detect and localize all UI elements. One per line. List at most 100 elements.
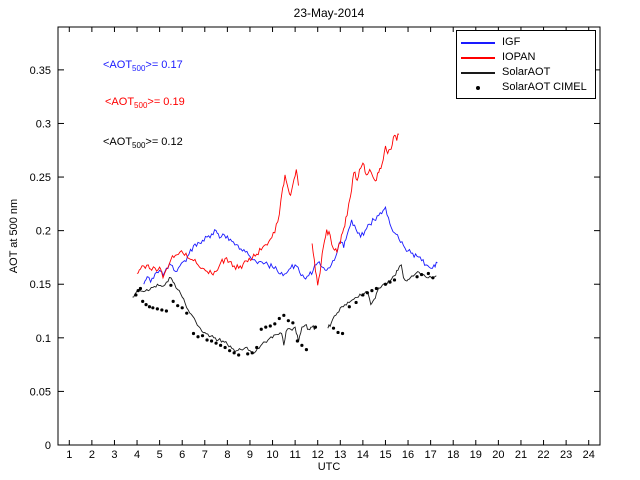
- solaraot-cimel-point: [196, 335, 200, 339]
- solaraot-cimel-point: [138, 286, 143, 291]
- solaraot-cimel-point: [347, 305, 351, 309]
- x-tick-label: 14: [357, 449, 369, 461]
- solaraot-cimel-point: [426, 271, 430, 276]
- y-tick-label: 0.05: [30, 386, 51, 398]
- solaraot-cimel-point: [134, 293, 138, 297]
- solaraot-cimel-point: [219, 343, 223, 347]
- x-tick-label: 2: [89, 449, 95, 461]
- y-tick-label: 0.1: [36, 333, 51, 345]
- solaraot-cimel-point: [246, 352, 250, 356]
- x-tick-label: 24: [583, 449, 595, 461]
- annotation-text: <AOT: [103, 59, 133, 71]
- y-tick-label: 0: [45, 440, 51, 452]
- annotation-text: >= 0.17: [145, 59, 183, 71]
- solaraot-cimel-point: [228, 349, 232, 353]
- solaraot-cimel-point: [415, 275, 419, 279]
- solaraot-cimel-point: [169, 283, 173, 287]
- solaraot-cimel-point: [340, 331, 345, 336]
- solaraot-cimel-point: [336, 330, 340, 335]
- solaraot-cimel-point: [392, 278, 397, 282]
- x-tick-label: 9: [247, 449, 253, 461]
- solaraot-cimel-point: [209, 339, 214, 343]
- y-tick-label: 0.2: [36, 226, 51, 238]
- solaraot-cimel-dot-sample: [476, 85, 480, 90]
- legend-label-iopan: IOPAN: [502, 51, 536, 63]
- x-tick-label: 12: [312, 449, 324, 461]
- x-tick-label: 10: [266, 449, 278, 461]
- igf-line-sample: [461, 41, 495, 44]
- solaraot-cimel-point: [354, 300, 358, 305]
- solaraot-cimel-point: [136, 289, 140, 293]
- x-tick-label: 6: [179, 449, 185, 461]
- x-tick-label: 23: [560, 449, 572, 461]
- x-tick-label: 16: [402, 449, 414, 461]
- solaraot-cimel-point: [250, 351, 254, 355]
- solaraot-cimel-point: [155, 307, 159, 311]
- solaraot-cimel-point: [286, 319, 290, 323]
- x-tick-label: 7: [202, 449, 208, 461]
- annotation-text: >= 0.12: [145, 136, 183, 148]
- solaraot-cimel-point: [361, 293, 365, 297]
- annotation-text: >= 0.19: [147, 96, 185, 108]
- x-tick-label: 15: [379, 449, 391, 461]
- solaraot-cimel-point: [144, 302, 148, 307]
- solaraot-cimel-point: [237, 353, 241, 357]
- solaraot-cimel-point: [185, 311, 189, 315]
- solaraot-cimel-point: [141, 299, 145, 303]
- plot-box: [57, 26, 601, 446]
- solaraot-cimel-point: [223, 345, 227, 350]
- annotation-subscript: 500: [132, 141, 146, 151]
- legend-item-solaraot: SolarAOT: [461, 65, 591, 80]
- solaraot-cimel-point: [388, 280, 392, 284]
- legend-label-solaraot-cimel: SolarAOT CIMEL: [502, 81, 587, 93]
- mean-aot-solaraot: <AOT500>= 0.12: [103, 136, 183, 150]
- solaraot-cimel-point: [291, 321, 295, 325]
- legend-item-igf: IGF: [461, 35, 591, 50]
- solaraot-cimel-point: [374, 286, 379, 291]
- iopan-line: [311, 133, 400, 286]
- solaraot-cimel-point: [304, 348, 309, 352]
- annotation-text: <AOT: [105, 96, 135, 108]
- solaraot-cimel-point: [191, 331, 196, 336]
- iopan-line-sample: [461, 56, 495, 59]
- x-axis-label: UTC: [317, 461, 341, 473]
- x-tick-label: 13: [334, 449, 346, 461]
- solaraot-cimel-point: [151, 306, 155, 310]
- annotation-text: <AOT: [103, 136, 133, 148]
- solaraot-cimel-point: [264, 325, 268, 329]
- solaraot-cimel-point: [331, 326, 336, 330]
- solaraot-cimel-point: [176, 304, 180, 308]
- y-tick-label: 0.25: [30, 172, 51, 184]
- solaraot-line-sample: [461, 71, 495, 74]
- chart-title: 23-May-2014: [293, 6, 365, 20]
- x-tick-label: 18: [447, 449, 459, 461]
- solaraot-cimel-point: [200, 334, 205, 338]
- solaraot-cimel-point: [255, 345, 259, 350]
- legend-label-solaraot: SolarAOT: [502, 66, 551, 78]
- x-tick-label: 8: [224, 449, 230, 461]
- x-tick-label: 22: [537, 449, 549, 461]
- x-tick-label: 4: [134, 449, 140, 461]
- solaraot-cimel-point: [171, 299, 175, 303]
- y-tick-label: 0.3: [36, 118, 51, 130]
- solaraot-line: [327, 264, 437, 329]
- x-tick-label: 1: [66, 449, 72, 461]
- solaraot-cimel-point: [180, 306, 184, 310]
- solaraot-cimel-point: [313, 325, 318, 329]
- solaraot-cimel-point: [419, 272, 424, 277]
- solaraot-cimel-point: [277, 316, 281, 321]
- solaraot-cimel-point: [259, 327, 263, 331]
- x-tick-label: 5: [157, 449, 163, 461]
- solaraot-cimel-point: [365, 291, 369, 295]
- solaraot-line: [132, 276, 316, 355]
- annotation-subscript: 500: [134, 101, 148, 111]
- solaraot-cimel-point: [431, 276, 435, 280]
- mean-aot-iopan: <AOT500>= 0.19: [105, 96, 185, 110]
- x-tick-label: 20: [492, 449, 504, 461]
- x-tick-label: 3: [111, 449, 117, 461]
- solaraot-cimel-point: [282, 313, 286, 317]
- x-tick-label: 21: [515, 449, 527, 461]
- iopan-line: [136, 169, 299, 280]
